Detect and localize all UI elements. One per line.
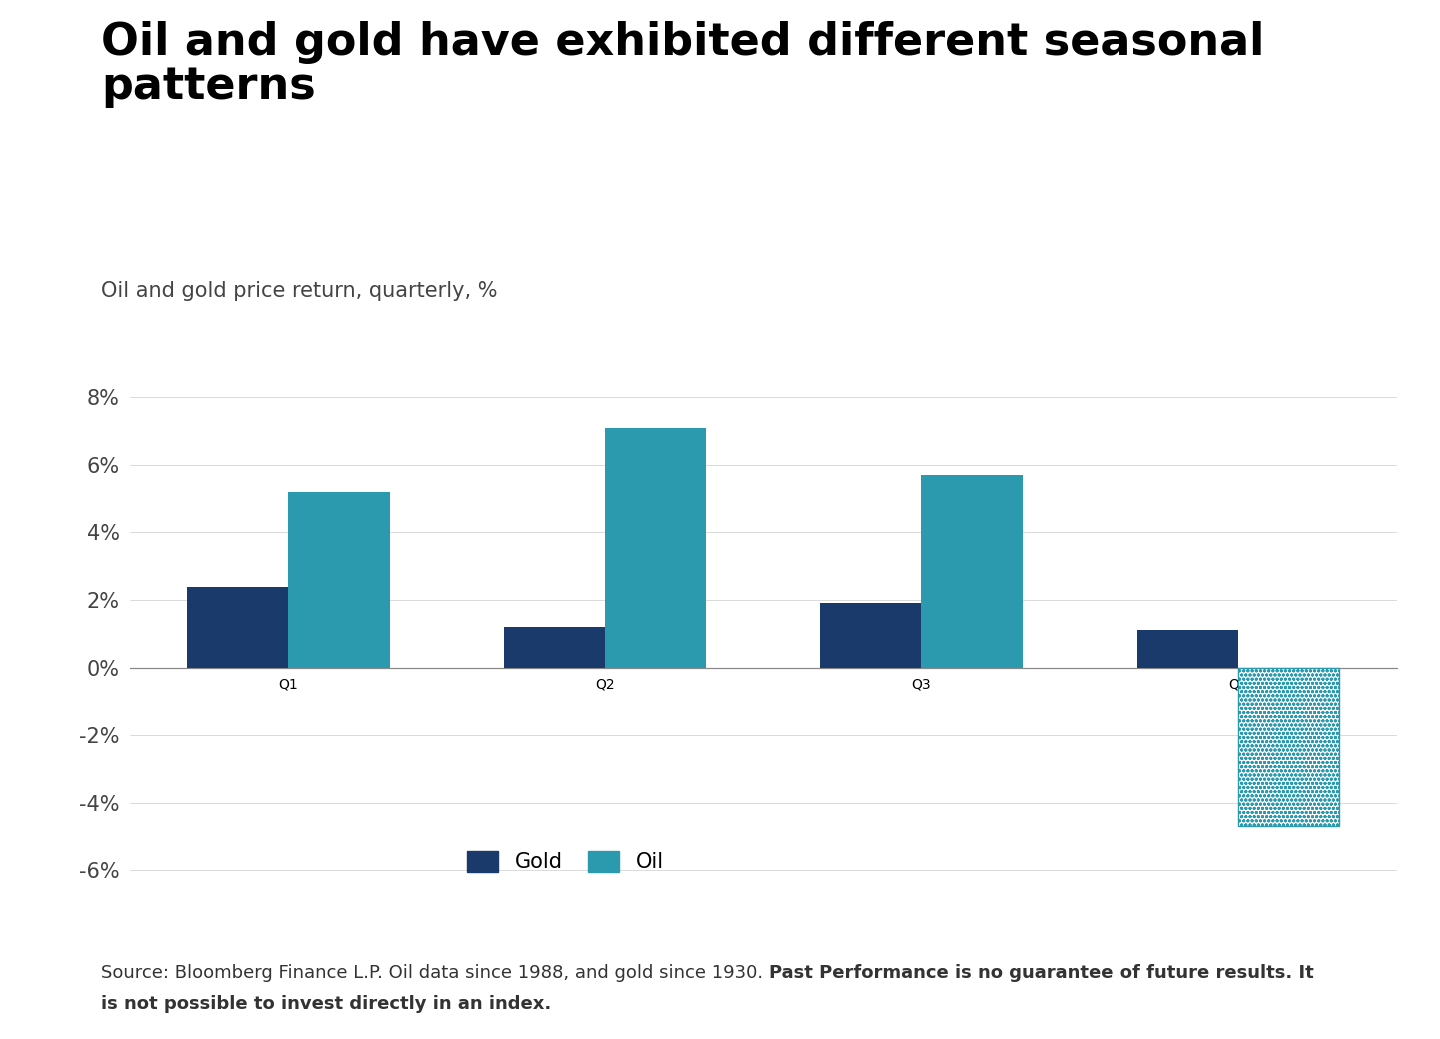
Bar: [187, 586, 288, 667]
Bar: [1238, 667, 1339, 826]
Text: Oil and gold price return, quarterly, %: Oil and gold price return, quarterly, %: [101, 281, 497, 300]
Text: is not possible to invest directly in an index.: is not possible to invest directly in an…: [101, 995, 552, 1013]
Bar: [922, 475, 1022, 667]
Bar: [288, 491, 390, 667]
Bar: [821, 604, 922, 667]
Text: Source: Bloomberg Finance L.P. Oil data since 1988, and gold since 1930.: Source: Bloomberg Finance L.P. Oil data …: [101, 964, 769, 982]
Text: Oil and gold have exhibited different seasonal
patterns: Oil and gold have exhibited different se…: [101, 21, 1264, 108]
Bar: [504, 627, 605, 667]
Text: Past Performance is no guarantee of future results. It: Past Performance is no guarantee of futu…: [769, 964, 1313, 982]
Bar: [605, 428, 706, 667]
Bar: [1136, 631, 1238, 667]
Bar: [1238, 667, 1339, 826]
Legend: Gold, Oil: Gold, Oil: [456, 841, 674, 883]
